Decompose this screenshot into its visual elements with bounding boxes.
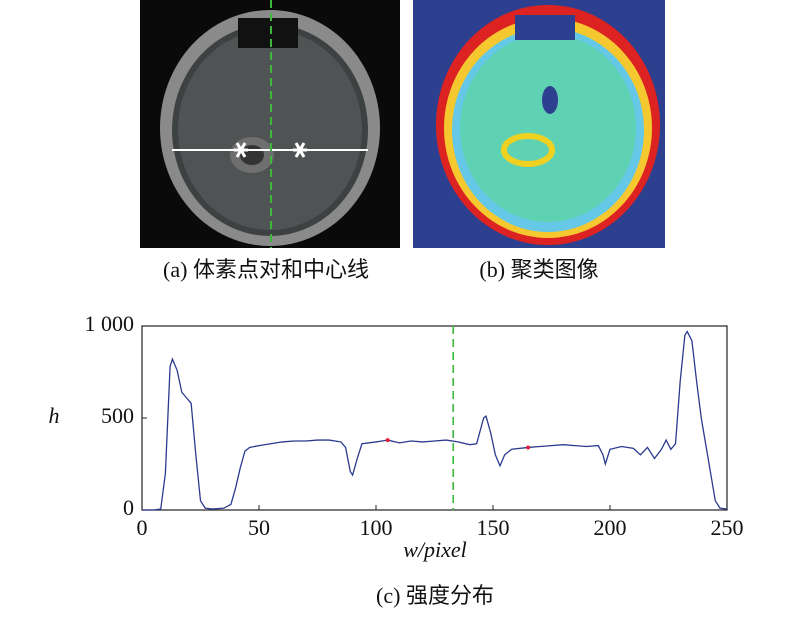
x-tick-label: 200 bbox=[594, 515, 627, 540]
plot-frame bbox=[141, 325, 728, 511]
x-tick-label: 50 bbox=[248, 515, 270, 540]
cluster-image bbox=[413, 0, 665, 248]
y-axis-label: h bbox=[49, 403, 60, 428]
y-tick-label: 0 bbox=[123, 495, 134, 520]
x-tick-label: 0 bbox=[137, 515, 148, 540]
mri-image bbox=[140, 0, 400, 248]
marker bbox=[385, 438, 390, 443]
x-tick-label: 250 bbox=[711, 515, 744, 540]
line-series bbox=[142, 330, 728, 511]
panel-caption: (b) 聚类图像 bbox=[479, 257, 598, 282]
chart-caption: (c) 强度分布 bbox=[376, 583, 494, 608]
x-tick-label: 150 bbox=[477, 515, 510, 540]
y-tick-label: 500 bbox=[101, 403, 134, 428]
marker bbox=[526, 445, 531, 450]
x-tick-label: 100 bbox=[360, 515, 393, 540]
x-axis-label: w/pixel bbox=[403, 537, 467, 562]
y-tick-label: 1 000 bbox=[85, 311, 135, 336]
panel-caption: (a) 体素点对和中心线 bbox=[163, 257, 369, 282]
